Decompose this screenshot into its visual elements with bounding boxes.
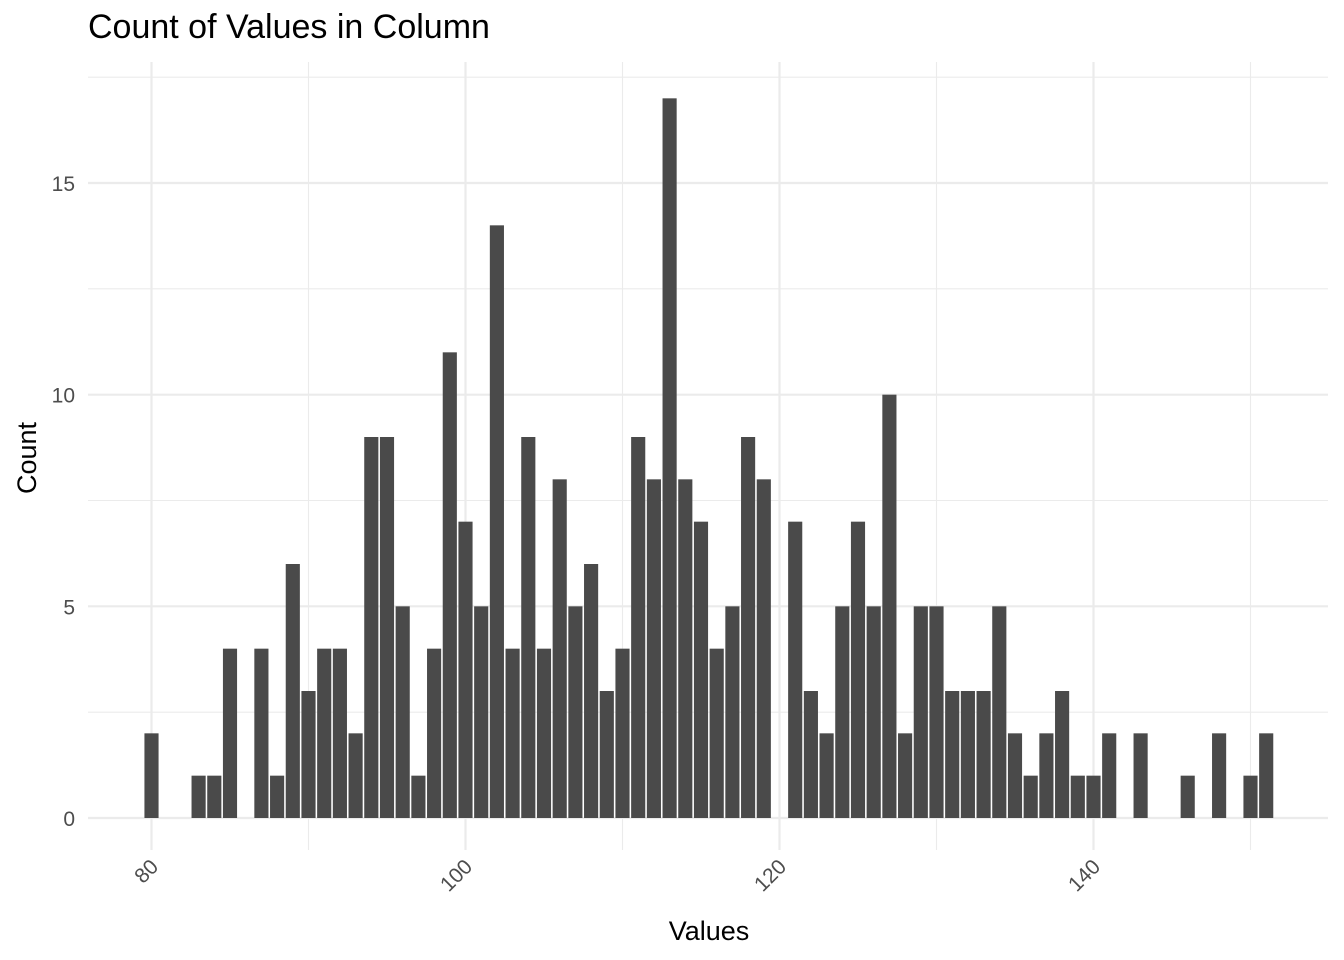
bar-99	[442, 352, 457, 818]
bar-101	[474, 606, 489, 818]
bar-132	[960, 691, 975, 818]
x-tick-label-120: 120	[750, 855, 791, 896]
bar-133	[976, 691, 991, 818]
bar-113	[662, 98, 677, 819]
bar-123	[819, 733, 834, 818]
bar-138	[1055, 691, 1070, 818]
bar-104	[521, 437, 536, 818]
bar-114	[678, 479, 693, 818]
x-tick-label-100: 100	[436, 855, 477, 896]
bar-121	[788, 521, 803, 818]
bar-93	[348, 733, 363, 818]
bar-117	[725, 606, 740, 818]
bar-128	[898, 733, 913, 818]
bar-92	[332, 648, 347, 818]
bar-137	[1039, 733, 1054, 818]
bar-103	[505, 648, 520, 818]
bar-126	[866, 606, 881, 818]
bar-130	[929, 606, 944, 818]
bar-83	[191, 775, 206, 818]
y-axis-title: Count	[12, 421, 42, 494]
bar-109	[599, 691, 614, 818]
bar-80	[144, 733, 159, 818]
bar-107	[568, 606, 583, 818]
bar-143	[1133, 733, 1148, 818]
y-tick-label-15: 15	[52, 173, 75, 196]
bar-119	[756, 479, 771, 818]
bar-87	[254, 648, 269, 818]
bar-141	[1102, 733, 1117, 818]
bar-106	[552, 479, 567, 818]
bar-125	[850, 521, 866, 818]
bar-94	[364, 437, 379, 818]
bar-105	[536, 648, 552, 818]
bar-88	[270, 775, 285, 818]
chart-title: Count of Values in Column	[88, 8, 490, 46]
bar-129	[913, 606, 928, 818]
bar-115	[693, 521, 709, 818]
bar-100	[458, 521, 473, 818]
x-axis-title: Values	[669, 916, 750, 946]
bar-112	[646, 479, 661, 818]
bar-97	[411, 775, 426, 818]
bar-110	[615, 648, 630, 818]
bar-150	[1243, 775, 1258, 818]
x-tick-label-140: 140	[1064, 855, 1105, 896]
bar-116	[709, 648, 724, 818]
x-tick-label-80: 80	[130, 855, 163, 888]
bar-84	[207, 775, 222, 818]
y-tick-label-0: 0	[63, 808, 75, 831]
y-tick-label-5: 5	[63, 596, 75, 619]
bar-111	[631, 437, 646, 818]
y-tick-labels: 0 5 10 15	[52, 173, 75, 831]
bar-118	[741, 437, 756, 818]
bar-91	[317, 648, 332, 818]
bar-131	[945, 691, 960, 818]
bar-96	[395, 606, 410, 818]
bar-139	[1070, 775, 1085, 818]
bar-135	[1007, 733, 1023, 818]
bar-108	[584, 564, 599, 818]
bar-136	[1023, 775, 1038, 818]
bar-85	[222, 648, 238, 818]
bar-124	[835, 606, 850, 818]
bars	[144, 98, 1274, 819]
y-tick-label-10: 10	[52, 385, 75, 408]
bar-98	[427, 648, 442, 818]
bar-95	[379, 437, 395, 818]
bar-89	[285, 564, 300, 818]
bar-148	[1212, 733, 1227, 818]
bar-146	[1180, 775, 1195, 818]
bar-151	[1259, 733, 1274, 818]
bar-102	[489, 225, 504, 819]
bar-122	[803, 691, 818, 818]
bar-127	[882, 394, 897, 818]
x-tick-labels: 80 100 120 140	[130, 855, 1105, 896]
bar-140	[1086, 775, 1101, 818]
bar-90	[301, 691, 316, 818]
bar-134	[992, 606, 1007, 818]
